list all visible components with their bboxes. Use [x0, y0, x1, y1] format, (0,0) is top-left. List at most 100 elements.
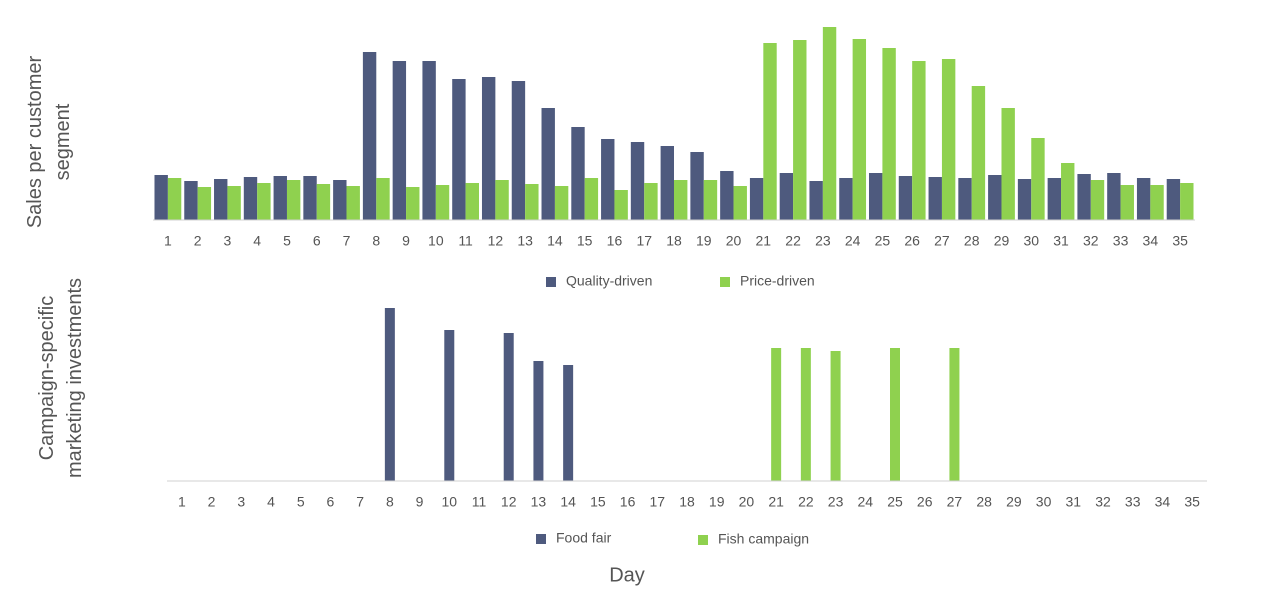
x-tick-label: 16	[620, 494, 636, 510]
bar	[495, 180, 509, 220]
bar	[227, 186, 241, 220]
x-tick-label: 22	[785, 233, 801, 249]
bar	[644, 183, 658, 220]
legend-label: Food fair	[556, 530, 612, 546]
bar	[800, 348, 811, 481]
x-tick-label: 3	[224, 233, 232, 249]
x-tick-label: 7	[356, 494, 364, 510]
x-tick-label: 19	[709, 494, 725, 510]
bar	[809, 181, 823, 220]
bar	[1166, 179, 1181, 220]
x-tick-label: 6	[327, 494, 335, 510]
bar	[1120, 185, 1134, 220]
x-tick-label: 18	[679, 494, 695, 510]
x-tick-label: 15	[590, 494, 606, 510]
bar	[435, 185, 450, 220]
x-tick-label: 3	[237, 494, 245, 510]
x-tick-label: 34	[1143, 233, 1159, 249]
bar	[793, 40, 807, 220]
x-tick-label: 17	[636, 233, 652, 249]
x-tick-label: 11	[472, 494, 487, 510]
bar	[362, 52, 377, 220]
x-tick-label: 25	[875, 233, 891, 249]
bar	[1047, 178, 1062, 220]
bar	[376, 178, 390, 220]
bar	[928, 177, 942, 220]
x-tick-label: 31	[1065, 494, 1081, 510]
bar	[1136, 178, 1151, 220]
legend-label: Quality-driven	[566, 273, 652, 289]
bar	[525, 184, 539, 220]
x-tick-label: 5	[297, 494, 305, 510]
bar	[749, 178, 764, 220]
bar	[1031, 138, 1045, 220]
bar	[839, 178, 853, 220]
x-tick-label: 19	[696, 233, 712, 249]
x-tick-label: 33	[1125, 494, 1141, 510]
bar	[1107, 173, 1121, 220]
bar	[882, 48, 896, 220]
x-tick-label: 23	[815, 233, 831, 249]
bar	[563, 365, 574, 481]
x-tick-label: 23	[828, 494, 844, 510]
x-axis-title: Day	[609, 564, 645, 586]
bar	[1090, 180, 1105, 220]
bar	[958, 178, 972, 220]
x-tick-label: 2	[208, 494, 216, 510]
bar	[511, 81, 526, 220]
bar	[503, 333, 514, 481]
bar	[286, 180, 301, 220]
bar	[771, 348, 782, 481]
bar	[1001, 108, 1015, 220]
x-tick-label: 25	[887, 494, 903, 510]
x-tick-label: 15	[577, 233, 593, 249]
bar	[452, 79, 466, 220]
bar	[214, 179, 228, 220]
x-tick-label: 34	[1155, 494, 1171, 510]
bar	[763, 43, 777, 220]
bar	[1061, 163, 1075, 220]
x-tick-label: 1	[164, 233, 172, 249]
x-tick-label: 13	[517, 233, 533, 249]
x-tick-label: 13	[531, 494, 547, 510]
bar	[243, 177, 258, 220]
bar	[912, 61, 926, 220]
bar	[1180, 183, 1194, 220]
x-tick-label: 7	[343, 233, 351, 249]
x-tick-label: 8	[386, 494, 394, 510]
legend-swatch	[720, 277, 730, 287]
x-tick-label: 27	[947, 494, 963, 510]
x-tick-label: 28	[976, 494, 992, 510]
bar	[257, 183, 271, 220]
x-tick-label: 9	[416, 494, 424, 510]
bar	[898, 176, 913, 220]
bar	[949, 348, 960, 481]
bar	[890, 348, 900, 481]
x-tick-label: 11	[458, 233, 473, 249]
x-tick-label: 9	[402, 233, 410, 249]
bar	[167, 178, 182, 220]
bar	[988, 175, 1002, 220]
bar	[273, 176, 287, 220]
x-tick-label: 29	[994, 233, 1010, 249]
x-tick-label: 29	[1006, 494, 1022, 510]
bar	[481, 77, 496, 220]
x-tick-label: 32	[1083, 233, 1099, 249]
x-tick-label: 10	[441, 494, 457, 510]
bar	[541, 108, 555, 220]
x-tick-label: 5	[283, 233, 291, 249]
bar	[406, 187, 420, 220]
x-tick-label: 20	[726, 233, 742, 249]
x-tick-label: 21	[756, 233, 772, 249]
x-tick-label: 12	[501, 494, 517, 510]
x-tick-label: 4	[253, 233, 261, 249]
x-tick-label: 24	[845, 233, 861, 249]
bar	[720, 171, 734, 220]
bar	[941, 59, 956, 220]
bar	[601, 139, 615, 220]
legend-swatch	[546, 277, 556, 287]
x-tick-label: 6	[313, 233, 321, 249]
x-tick-label: 17	[649, 494, 665, 510]
bar	[779, 173, 794, 220]
